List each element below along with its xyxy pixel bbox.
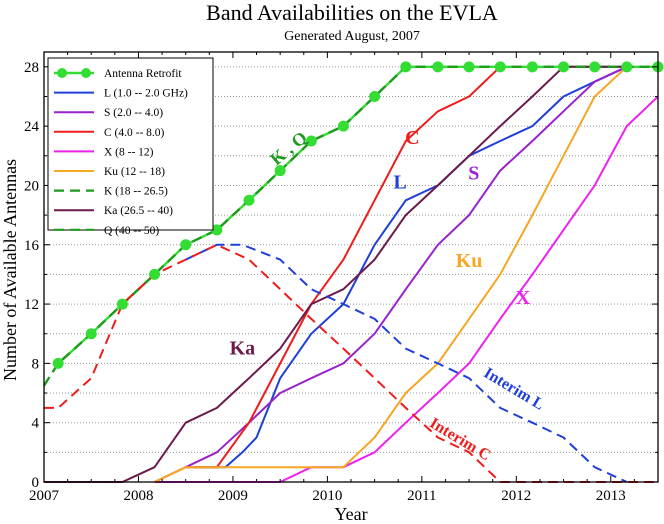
series-annotation: S [468,163,479,185]
x-tick-label: 2011 [407,488,436,504]
data-point [211,224,223,236]
legend-label: K (18 -- 26.5) [104,186,168,198]
data-point [305,135,317,147]
y-tick-label: 12 [24,297,39,313]
data-point [52,357,64,369]
series-markers [52,61,664,369]
x-tick-label: 2010 [312,488,342,504]
series-annotation: L [393,171,406,193]
data-point [432,61,444,73]
data-point [463,61,475,73]
y-axis-label: Number of Available Antennas [0,159,20,381]
legend-box [47,57,214,231]
data-point [494,61,506,73]
series-line-ka-26-5-40 [44,65,627,483]
series-annotation: C [405,127,419,149]
series-annotation: Interim C [427,415,494,465]
data-point [369,90,381,102]
y-tick-label: 16 [24,238,40,254]
series-annotation: Ku [456,250,483,272]
legend-label: S (2.0 -- 4.0) [104,107,163,119]
legend-label: Ku (12 -- 18) [104,166,165,178]
x-tick-label: 2009 [218,488,248,504]
data-point [337,120,349,132]
x-tick-label: 2008 [123,488,153,504]
data-point [558,61,570,73]
legend: Antenna Retrofit L (1.0 -- 2.0 GHz) S (2.0… [47,57,214,237]
data-point [149,268,161,280]
legend-label: Q (40 -- 50) [104,225,159,237]
x-tick-label: 2007 [29,488,60,504]
y-tick-label: 28 [24,60,39,76]
chart-title: Band Availabilities on the EVLA [206,0,498,25]
y-tick-label: 24 [24,119,40,135]
legend-label: X (8 -- 12) [104,146,154,158]
chart-subtitle: Generated August, 2007 [284,29,420,44]
y-tick-label: 20 [24,178,39,194]
legend-label: L (1.0 -- 2.0 GHz) [104,88,188,100]
series-annotation: X [516,287,531,309]
y-tick-label: 0 [32,475,40,491]
series-annotation: Ka [230,337,256,359]
data-point [589,61,601,73]
data-point [243,194,255,206]
x-axis-label: Year [334,504,367,524]
series-line-series-11 [44,243,658,483]
data-point [621,61,633,73]
series-annotation: Interim L [481,365,547,414]
legend-label: Ka (26.5 -- 40) [104,205,173,217]
legend-label: Antenna Retrofit [104,68,182,80]
data-point [116,298,128,310]
legend-marker [81,68,91,78]
data-point [400,61,412,73]
data-point [85,328,97,340]
series-line-s-2-0-4-0 [185,65,628,469]
data-point [274,165,286,177]
x-tick-label: 2013 [596,488,626,504]
series-line-l-1-0-2-0-ghz [193,65,628,469]
plot-frame [43,51,659,483]
data-point [180,239,192,251]
x-tick-label: 2012 [501,488,531,504]
y-tick-label: 4 [32,416,40,432]
legend-marker [57,68,67,78]
data-point [526,61,538,73]
y-tick-label: 8 [32,356,40,372]
legend-label: C (4.0 -- 8.0) [104,127,165,139]
series-line-series-10 [185,243,628,483]
series-line-ku-12-18 [154,66,628,483]
